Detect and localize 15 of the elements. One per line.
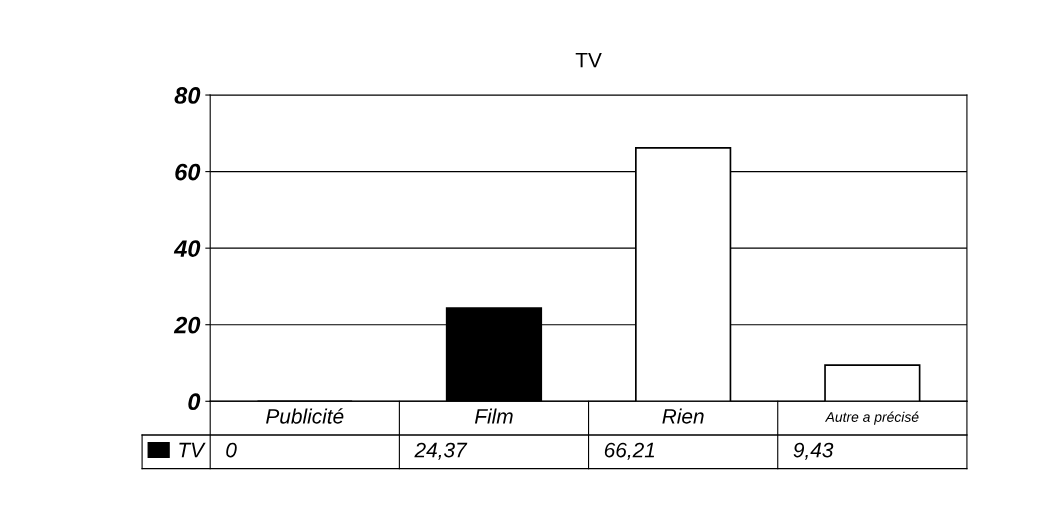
data-label: 24,37	[414, 442, 468, 460]
x-tick-label: Autre a précisé	[824, 411, 919, 425]
y-tick-label: 80	[174, 87, 201, 104]
legend-label: TV	[179, 442, 206, 458]
y-tick-label: 20	[173, 316, 201, 334]
y-tick-label: 40	[173, 240, 201, 257]
chart-title: TV	[575, 52, 602, 68]
y-tick-label: 60	[175, 163, 201, 181]
x-tick-label: Film	[474, 408, 513, 424]
data-label: 9,43	[793, 442, 834, 460]
data-label: 0	[226, 442, 237, 458]
data-label: 66,21	[604, 442, 655, 460]
x-tick-label: Publicité	[266, 408, 344, 424]
y-tick-label: 0	[188, 393, 201, 411]
x-tick-label: Rien	[662, 408, 704, 424]
